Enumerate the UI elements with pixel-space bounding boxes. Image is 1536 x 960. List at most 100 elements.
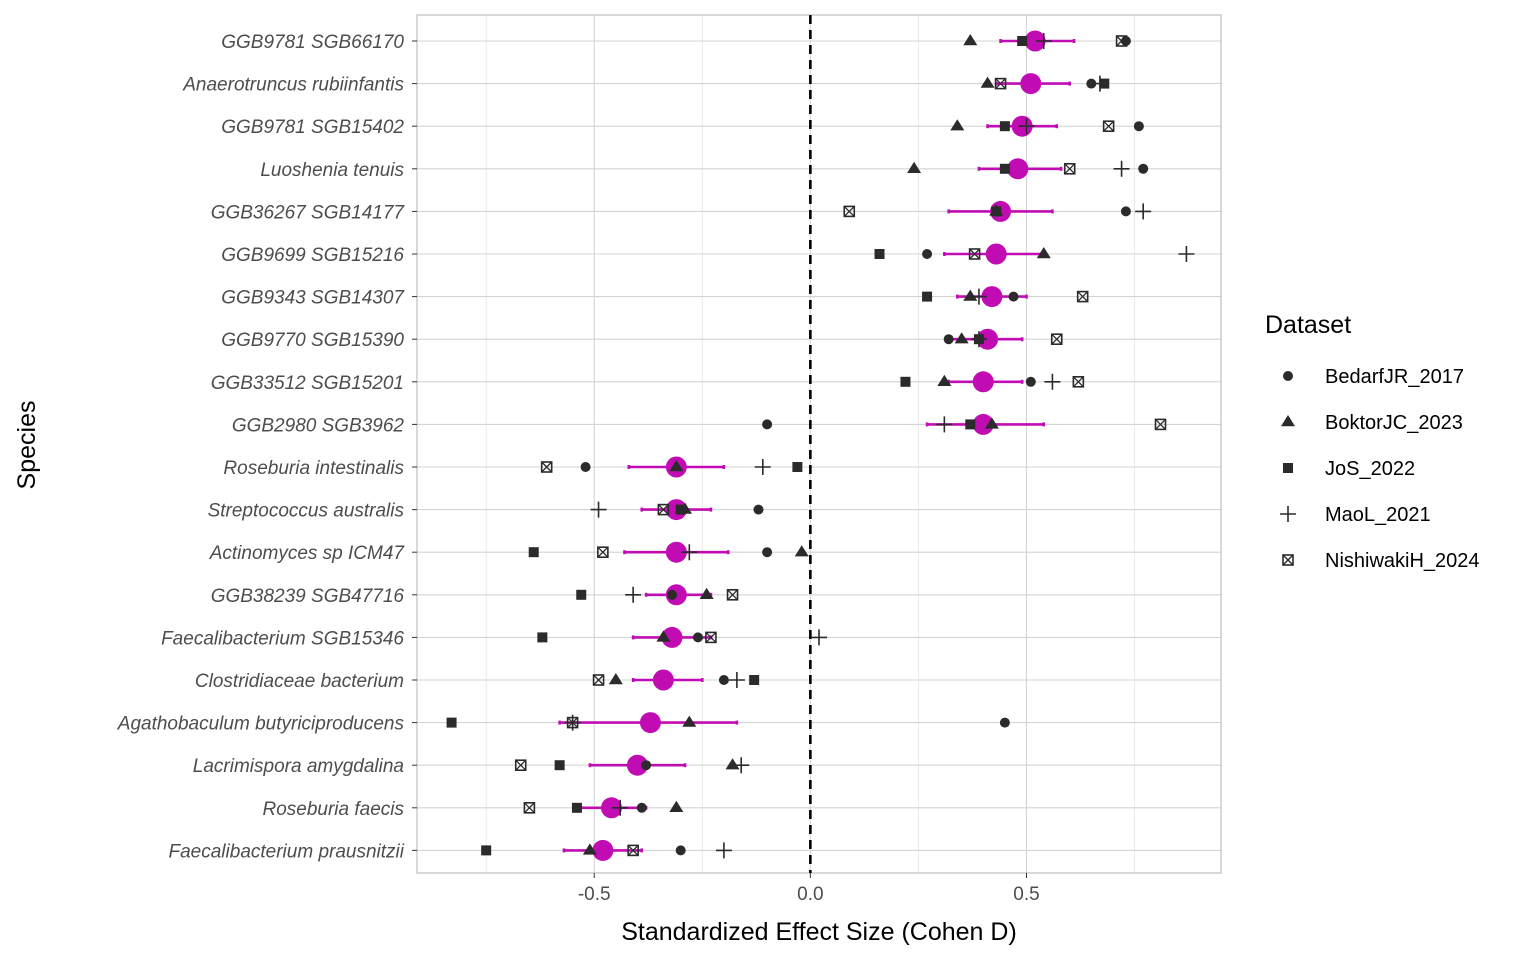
dataset-point [1113,160,1130,177]
species-label: Roseburia intestinalis [223,458,404,479]
dataset-point [733,757,750,774]
square-x-box [1154,418,1167,431]
dataset-point [1076,290,1089,303]
dataset-point [1044,373,1061,390]
panel-border [416,14,1222,874]
species-row [963,30,1131,52]
dataset-point [922,249,933,259]
legend-label: JoS_2022 [1325,458,1415,480]
square-x-cross [1155,418,1166,430]
dataset-point [576,589,587,600]
dataset-point [681,544,698,561]
summary-point [977,328,999,350]
species-label: Faecalibacterium prausnitzii [169,841,405,862]
dataset-point [811,629,827,646]
species-label: GGB9770 SGB15390 [221,330,404,351]
dataset-point [936,416,953,433]
dataset-point [1063,163,1076,175]
dataset-point [1072,375,1085,388]
dataset-point [540,461,553,473]
summary-point [665,541,687,563]
dataset-point [514,759,527,772]
species-row [592,669,760,691]
square-x-cross [843,205,855,217]
species-row [950,115,1144,137]
square-x-box [1063,163,1076,175]
species-row [874,243,1195,265]
dataset-point [1135,203,1152,220]
dataset-point [937,374,952,386]
dataset-point [984,417,999,429]
dataset-point [725,758,740,770]
dataset-point [970,288,987,305]
square-x-cross [541,461,553,473]
species-row [528,541,809,563]
dataset-point [1086,78,1097,89]
square-x-cross [1116,35,1128,47]
species-row [481,839,732,861]
square-x-box [627,844,639,857]
species-label: Clostridiaceae bacterium [195,671,404,692]
dataset-point [963,34,978,46]
species-label: GGB33512 SGB15201 [211,373,404,394]
dataset-point [590,501,607,518]
square-x-box [1050,333,1063,346]
dataset-point [954,332,969,344]
dataset-point [1017,36,1028,46]
dataset-point [705,631,717,644]
dataset-point [728,672,745,688]
dataset-point [699,587,714,599]
square-x-box [1102,120,1115,132]
dataset-point [970,331,987,348]
dataset-point [656,630,671,642]
square-x-cross [1103,120,1115,132]
dataset-point [481,845,492,856]
dataset-point [675,845,686,856]
species-label: Streptococcus australis [208,501,405,522]
square-x-cross [597,546,609,558]
x-tick-labels: -0.5 0.0 0.5 [578,873,1040,905]
legend-key [1282,554,1294,566]
square-x-box [1076,290,1089,303]
dataset-point [1025,376,1036,387]
dataset-point [991,206,1002,217]
species-label: Anaerotruncus rubiinfantis [182,75,404,96]
square-x-cross [1051,333,1063,345]
square-x-box [705,631,717,644]
dataset-point [580,462,591,472]
square-x-box [1115,35,1128,47]
legend-label: NishiwakiH_2024 [1325,550,1480,572]
dataset-point [1036,247,1051,259]
dataset-point [843,205,856,218]
square-x-cross [705,631,717,643]
species-row [907,158,1149,180]
species-row [943,328,1063,350]
square-x-cross [1072,376,1084,388]
dataset-point [950,119,965,131]
legend-key [1280,506,1296,522]
species-row [980,73,1110,95]
dataset-point [636,802,647,813]
dataset-point [582,843,597,855]
dataset-point [1154,418,1167,431]
species-label: Actinomyces sp ICM47 [209,543,406,564]
legend-key [1283,371,1293,381]
species-label: GGB38239 SGB47716 [211,586,405,607]
square-x-cross [727,589,739,601]
dataset-point [1120,206,1131,217]
legend: Dataset BedarfJR_2017 BoktorJC_2023 JoS_20… [1265,311,1480,572]
dataset-point [715,842,732,859]
dataset-point [965,419,976,430]
x-axis-title: Standardized Effect Size (Cohen D) [621,918,1017,946]
species-label: Roseburia faecis [262,799,404,820]
species-row [762,413,1167,435]
square-x-box [657,503,670,516]
dataset-point [943,334,954,345]
dataset-point [608,673,623,685]
square-x-cross [1282,554,1294,566]
species-row [576,584,739,606]
summary-point [652,669,674,691]
species-label: GGB36267 SGB14177 [211,202,406,223]
dataset-point [994,77,1007,90]
square-x-cross [567,717,579,729]
